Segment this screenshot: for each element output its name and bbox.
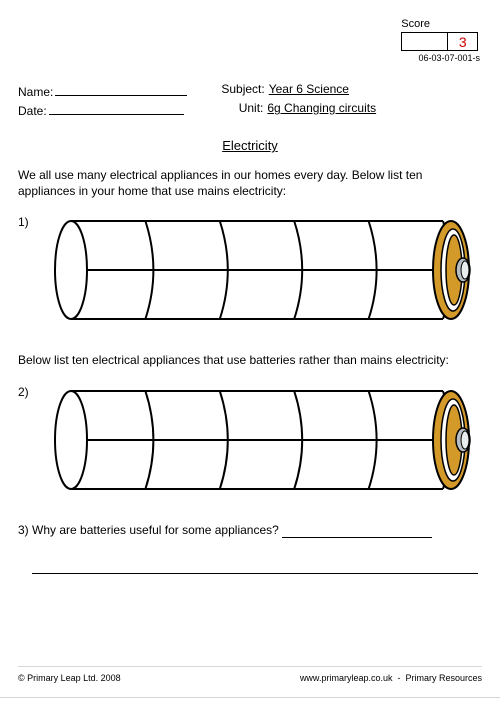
name-label: Name:	[18, 85, 53, 99]
footer: © Primary Leap Ltd. 2008 www.primaryleap…	[18, 666, 482, 683]
battery-1[interactable]	[53, 215, 483, 328]
q2-text: Below list ten electrical appliances tha…	[18, 352, 482, 368]
score-box: Score 3 06-03-07-001-s	[401, 18, 480, 63]
unit-field: Unit: 6g Changing circuits	[239, 101, 418, 118]
date-field: Date:	[18, 101, 184, 118]
score-value: 3	[448, 33, 478, 51]
date-label: Date:	[18, 104, 47, 118]
q2-num: 2)	[18, 385, 29, 399]
q3-num: 3)	[18, 523, 29, 537]
battery-svg-2	[53, 385, 483, 495]
footer-right: www.primaryleap.co.uk - Primary Resource…	[300, 673, 482, 683]
q3-answer-line-1[interactable]	[282, 526, 432, 538]
meta-block: Name: Subject: Year 6 Science Date: Unit…	[18, 82, 482, 118]
q3-text: Why are batteries useful for some applia…	[32, 523, 279, 537]
date-line[interactable]	[49, 101, 184, 115]
name-line[interactable]	[55, 82, 187, 96]
q3-answer-line-2[interactable]	[32, 554, 478, 574]
score-label: Score	[401, 18, 480, 30]
battery-2[interactable]	[53, 385, 483, 498]
footer-url: www.primaryleap.co.uk	[300, 673, 393, 683]
battery-svg-1	[53, 215, 483, 325]
q1-text: We all use many electrical appliances in…	[18, 167, 482, 199]
doc-id: 06-03-07-001-s	[401, 53, 480, 63]
subject-value: Year 6 Science	[269, 82, 419, 96]
score-table: 3	[401, 32, 478, 51]
page-title: Electricity	[18, 138, 482, 153]
footer-copyright: © Primary Leap Ltd. 2008	[18, 673, 121, 683]
subject-field: Subject: Year 6 Science	[221, 82, 418, 99]
subject-label: Subject:	[221, 82, 264, 96]
unit-value: 6g Changing circuits	[267, 101, 417, 115]
name-field: Name:	[18, 82, 187, 99]
unit-label: Unit:	[239, 101, 264, 115]
q1-num: 1)	[18, 215, 29, 229]
footer-resources: Primary Resources	[405, 673, 482, 683]
score-empty-cell	[402, 33, 448, 51]
q3-row: 3) Why are batteries useful for some app…	[18, 522, 482, 538]
